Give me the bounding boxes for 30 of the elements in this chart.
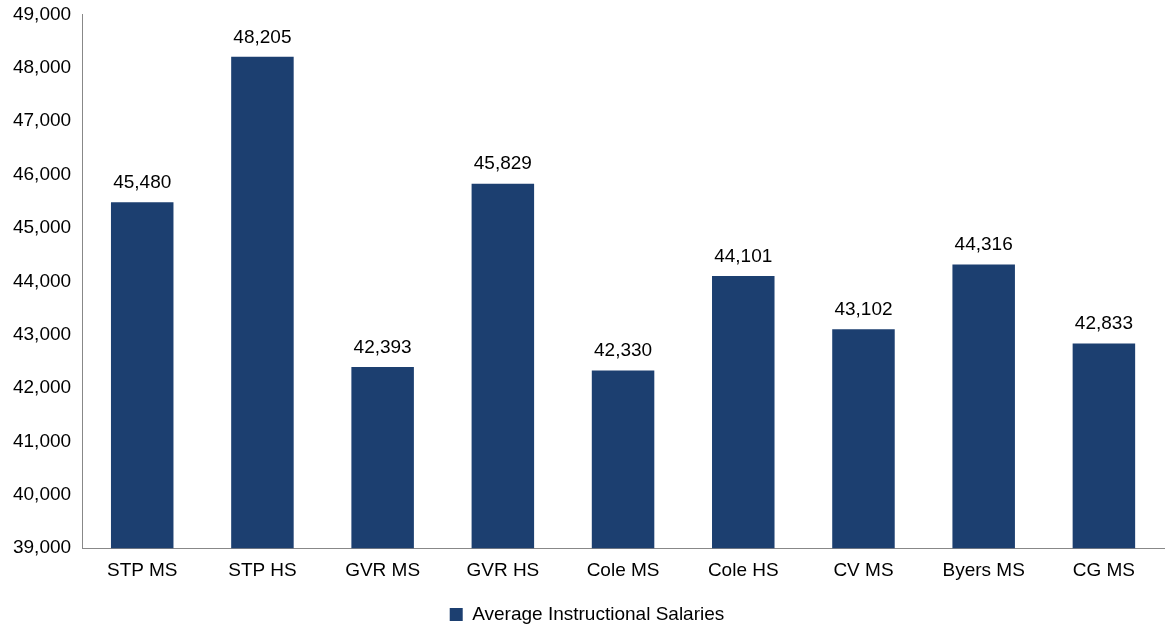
y-tick-label: 42,000 [12,376,72,398]
data-label: 42,330 [593,339,653,361]
y-tick-label: 49,000 [12,2,72,24]
data-label: 48,205 [233,25,292,47]
y-tick-label: 45,000 [12,216,72,238]
data-label: 44,316 [954,233,1013,255]
data-label: 45,829 [473,152,532,174]
y-tick-label: 41,000 [12,429,72,451]
data-label: 44,101 [714,244,773,266]
y-tick-label: 48,000 [12,56,72,78]
y-tick-label: 47,000 [12,109,72,131]
y-tick-label: 40,000 [12,483,72,505]
legend-label: Average Instructional Salaries [472,602,725,624]
x-tick-label: Cole MS [586,558,660,580]
x-tick-label: Cole HS [707,558,779,580]
x-tick-label: STP MS [107,558,178,580]
x-tick-label: GVR HS [466,558,540,580]
x-tick-label: CG MS [1072,558,1136,580]
x-tick-label: CV MS [833,558,894,580]
data-label: 42,393 [353,335,412,357]
x-tick-label: GVR MS [345,558,421,580]
x-tick-label: Byers MS [942,558,1025,580]
data-label: 45,480 [113,171,172,193]
y-tick-label: 44,000 [12,269,72,291]
y-tick-label: 39,000 [12,536,72,558]
y-tick-label: 46,000 [12,162,72,184]
data-label: 42,833 [1074,312,1133,334]
data-label: 43,102 [834,297,893,319]
y-tick-label: 43,000 [12,322,72,344]
x-tick-label: STP HS [228,558,297,580]
